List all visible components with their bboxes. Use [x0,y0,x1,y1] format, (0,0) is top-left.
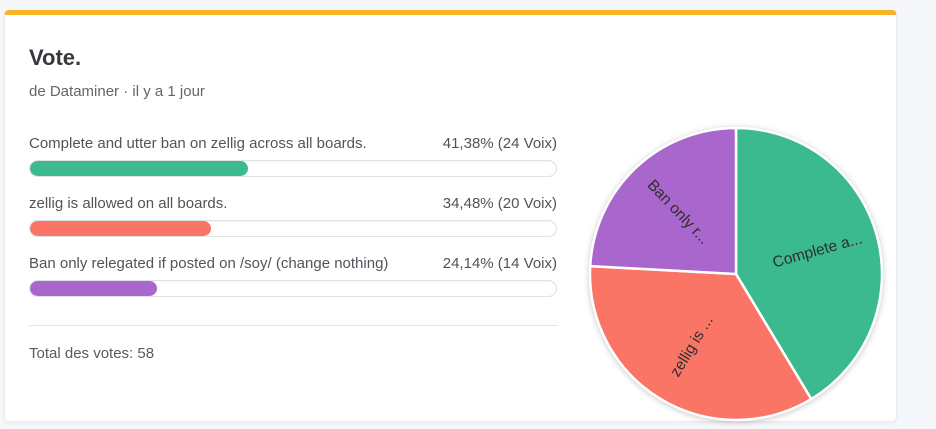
pie-chart-container: Complete a... zellig is ... Ban only r... [586,124,886,424]
pie-chart: Complete a...zellig is ...Ban only r... [588,126,884,422]
option-line: Ban only relegated if posted on /soy/ (c… [29,255,557,275]
poll-byline: de Dataminer · il y a 1 jour [29,83,205,100]
progress-fill [30,221,212,236]
progress-track [29,280,557,297]
option-result: 41,38% (24 Voix) [442,135,557,152]
option-line: Complete and utter ban on zellig across … [29,135,557,155]
poll-title: Vote. [29,45,82,70]
pie-slice[interactable] [588,126,738,276]
poll-card: Vote. de Dataminer · il y a 1 jour Compl… [4,10,897,422]
option-result: 24,14% (14 Voix) [442,255,557,272]
poll-option[interactable]: Complete and utter ban on zellig across … [29,135,557,195]
progress-fill [30,161,248,176]
progress-track [29,160,557,177]
pie-slice[interactable] [588,264,813,422]
option-label: Ban only relegated if posted on /soy/ (c… [29,255,389,272]
option-line: zellig is allowed on all boards. 34,48% … [29,195,557,215]
pie-slice[interactable] [734,126,884,401]
divider [29,325,558,326]
option-result: 34,48% (20 Voix) [442,195,557,212]
progress-fill [30,281,157,296]
option-label: zellig is allowed on all boards. [29,195,228,212]
option-label: Complete and utter ban on zellig across … [29,135,367,152]
total-votes: Total des votes: 58 [29,345,155,362]
poll-option[interactable]: Ban only relegated if posted on /soy/ (c… [29,255,557,315]
progress-track [29,220,557,237]
poll-option[interactable]: zellig is allowed on all boards. 34,48% … [29,195,557,255]
poll-options: Complete and utter ban on zellig across … [29,135,557,315]
